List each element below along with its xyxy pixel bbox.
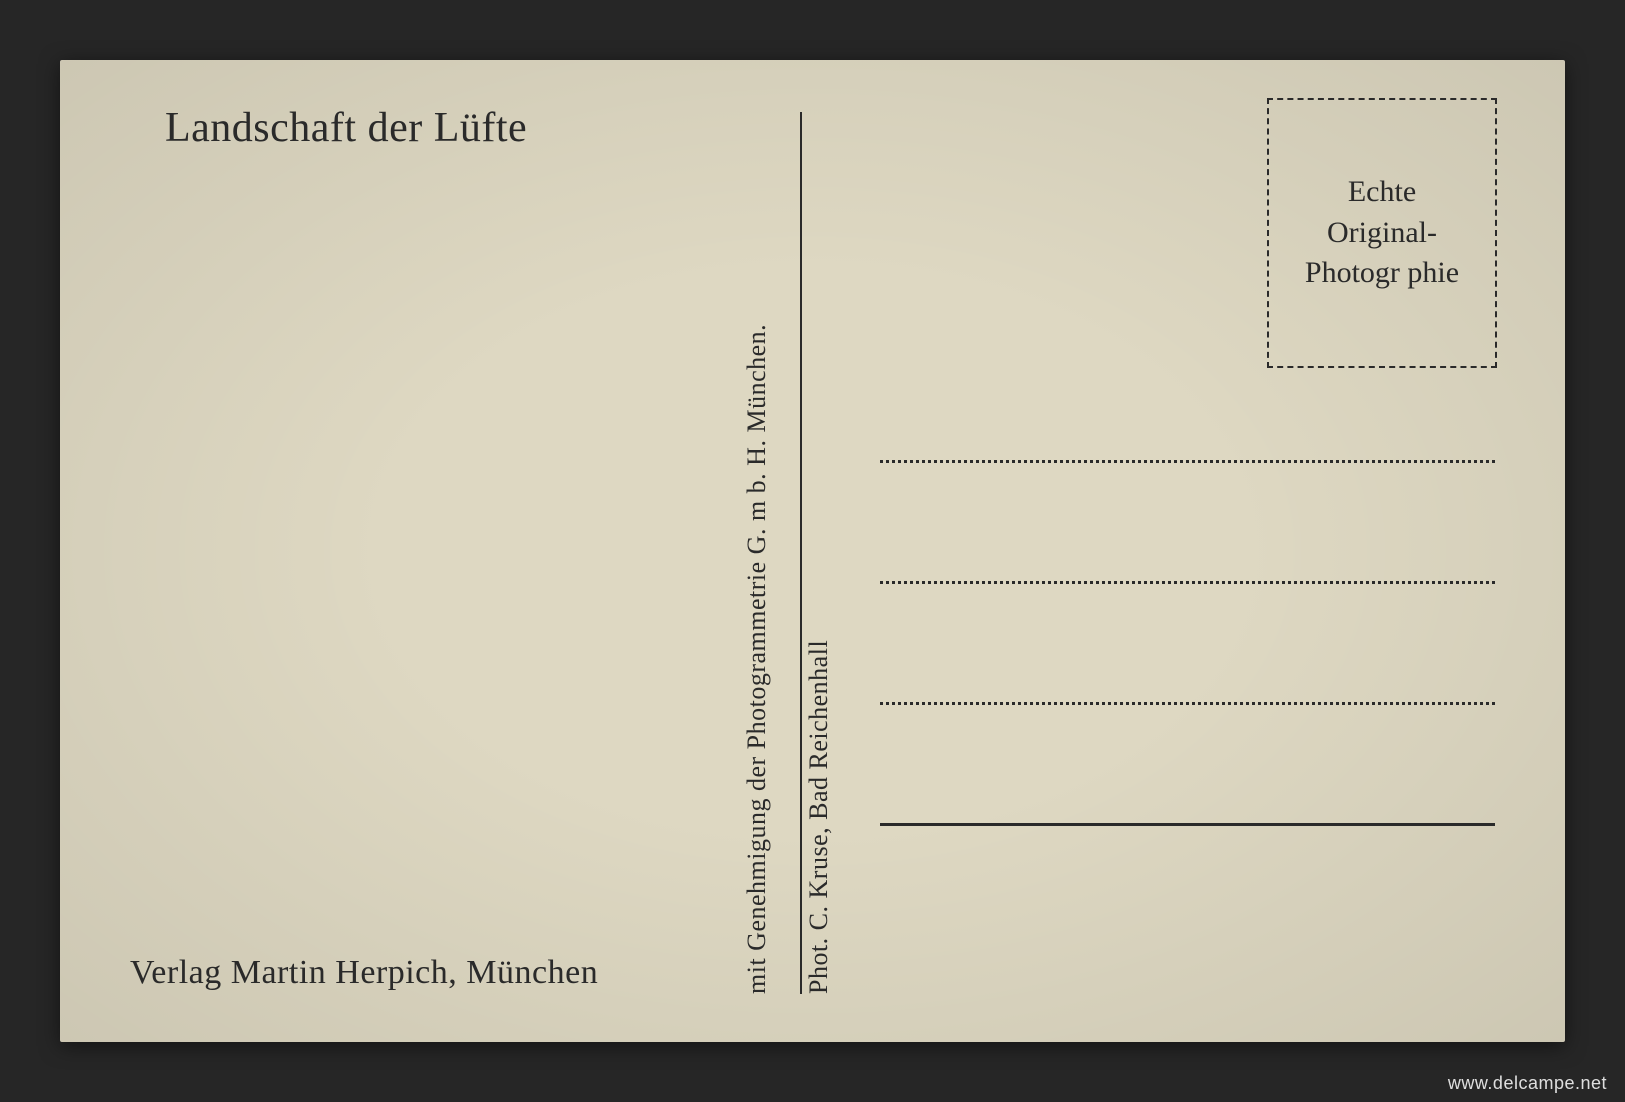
publisher-line: Verlag Martin Herpich, München: [130, 954, 598, 992]
postcard-title: Landschaft der Lüfte: [165, 104, 527, 152]
postcard: Landschaft der Lüfte Verlag Martin Herpi…: [60, 60, 1565, 1042]
watermark: www.delcampe.net: [1448, 1073, 1607, 1094]
address-lines: [880, 460, 1495, 826]
vertical-credit-2: Phot. C. Kruse, Bad Reichenhall: [804, 640, 834, 994]
address-dotted-line: [880, 460, 1495, 463]
address-solid-line: [880, 823, 1495, 826]
address-dotted-line: [880, 581, 1495, 584]
stamp-line-1: Echte: [1348, 175, 1416, 208]
stamp-line-2: Original-: [1327, 216, 1437, 249]
vertical-credit-1: mit Genehmigung der Photogrammetrie G. m…: [742, 324, 772, 994]
stamp-box: Echte Original- Photogr phie: [1267, 98, 1497, 368]
stamp-box-text: Echte Original- Photogr phie: [1305, 172, 1459, 294]
stamp-line-3: Photogr phie: [1305, 256, 1459, 289]
center-divider: [800, 112, 802, 994]
address-dotted-line: [880, 702, 1495, 705]
